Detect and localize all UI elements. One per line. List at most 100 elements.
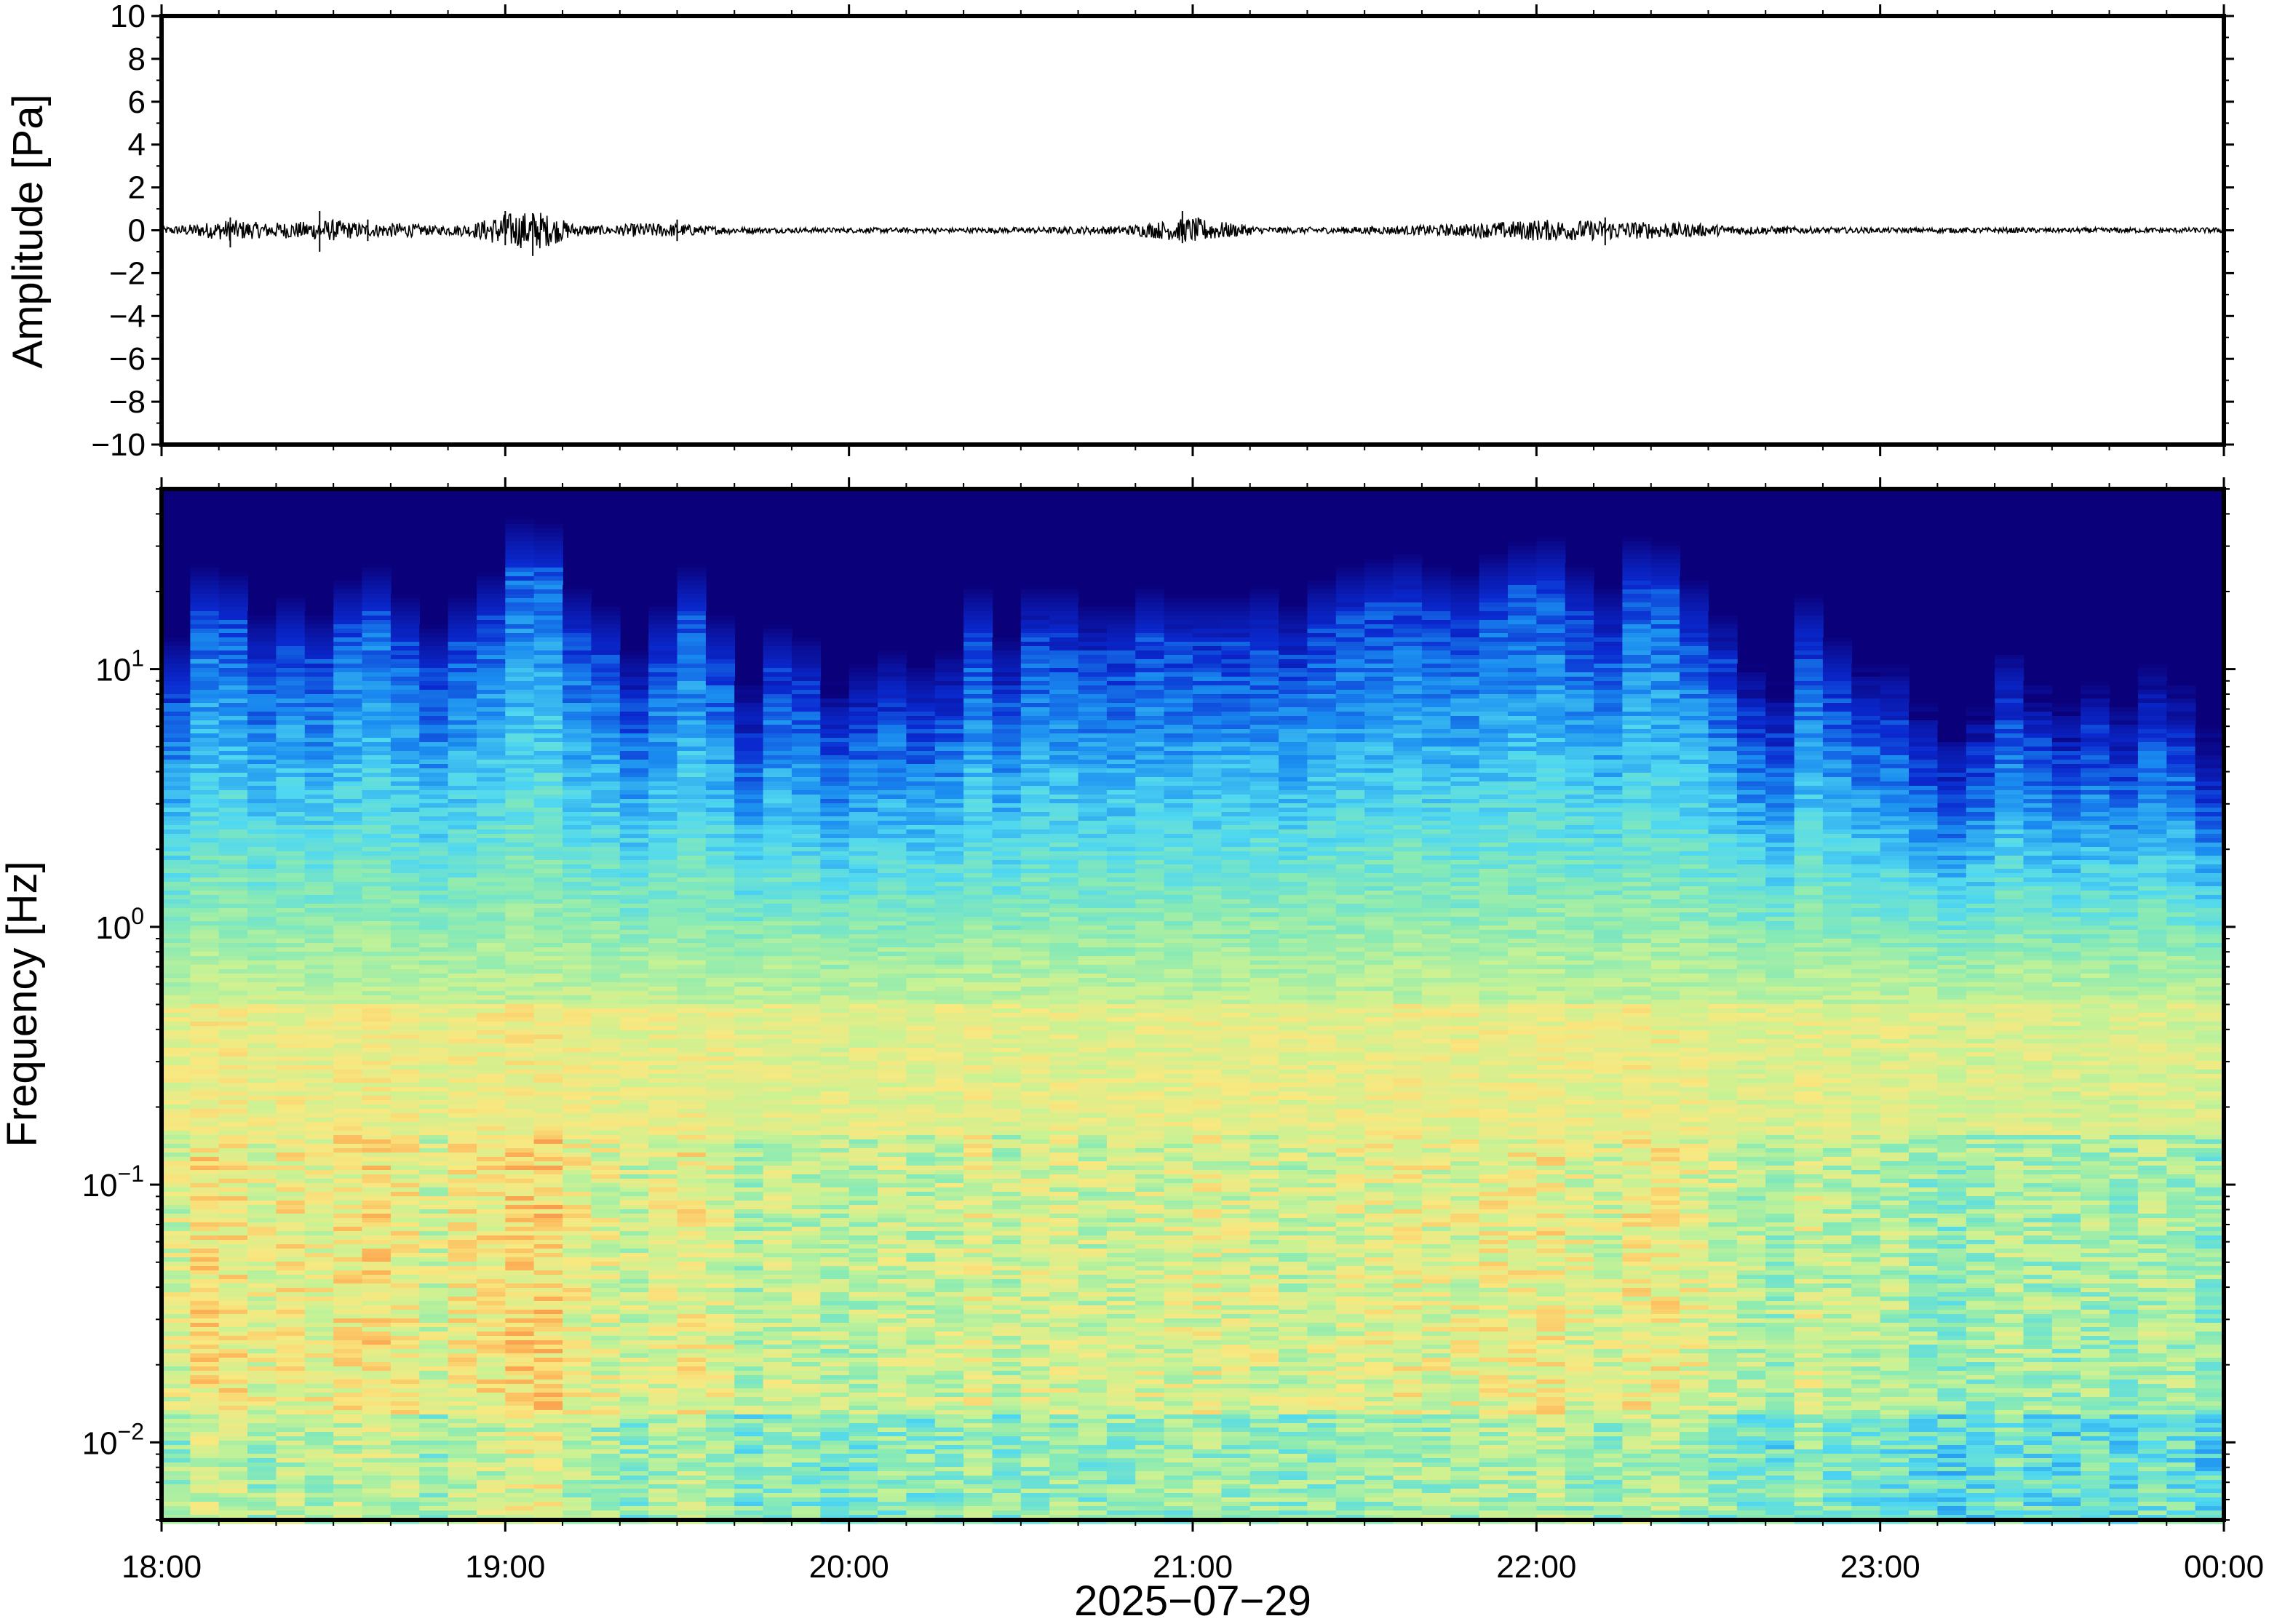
spectrogram-column-64 xyxy=(1995,650,2024,1524)
waveform-ytick-label: −6 xyxy=(109,341,146,377)
spectrogram-column-21 xyxy=(763,624,792,1524)
spectrogram-column-7 xyxy=(362,563,392,1524)
spectrogram-column-41 xyxy=(1335,563,1365,1524)
waveform-frame xyxy=(159,14,2226,447)
spectrogram-column-36 xyxy=(1193,594,1223,1524)
spectrogram-column-22 xyxy=(791,637,822,1524)
spectrogram-column-69 xyxy=(2137,664,2168,1524)
spectrogram-column-67 xyxy=(2081,681,2110,1524)
spectrogram-column-46 xyxy=(1479,550,1509,1524)
spectrogram-column-0 xyxy=(162,637,191,1524)
spectrogram-column-3 xyxy=(247,611,277,1524)
spectrogram-column-50 xyxy=(1594,585,1624,1524)
spectrogram-ytick-label: 100 xyxy=(95,903,144,946)
spectrogram-column-11 xyxy=(477,572,506,1524)
spectrogram-column-71 xyxy=(2195,725,2225,1524)
spectrogram-column-57 xyxy=(1794,594,1824,1524)
spectrogram-panel: 10−2 10−1 100 101 18:00 19:00 20:00 21:00 22:00 2… xyxy=(0,477,2264,1624)
spectrogram-column-52 xyxy=(1650,541,1680,1524)
waveform-ytick-label: 6 xyxy=(128,84,146,120)
spectrogram-ytick-label: 101 xyxy=(95,645,144,688)
spectrogram-column-30 xyxy=(1020,585,1050,1524)
spectrogram-y-axis-label: Frequency [Hz] xyxy=(0,861,46,1147)
spectrogram-column-13 xyxy=(533,520,563,1524)
spectrogram-column-60 xyxy=(1880,664,1910,1524)
waveform-y-axis-label: Amplitude [Pa] xyxy=(4,94,52,368)
spectrogram-column-61 xyxy=(1909,703,1939,1524)
time-tick-label-1: 19:00 xyxy=(465,1549,545,1585)
spectrogram-column-24 xyxy=(849,664,878,1524)
spectrogram-column-34 xyxy=(1135,585,1165,1524)
time-tick-label-2: 20:00 xyxy=(809,1549,889,1585)
spectrogram-column-54 xyxy=(1708,611,1738,1524)
spectrogram-column-6 xyxy=(333,576,363,1524)
spectrogram-column-68 xyxy=(2109,703,2139,1524)
spectrogram-column-20 xyxy=(734,681,764,1524)
spectrogram-column-45 xyxy=(1450,572,1480,1524)
spectrogram-column-1 xyxy=(190,563,220,1524)
spectrogram-column-28 xyxy=(963,585,993,1524)
time-axis-date-label: 2025−07−29 xyxy=(1074,1577,1311,1624)
spectrogram-column-15 xyxy=(591,602,621,1524)
spectrogram-column-19 xyxy=(705,611,736,1524)
spectrogram-column-65 xyxy=(2023,681,2053,1524)
spectrogram-column-53 xyxy=(1680,576,1709,1524)
spectrogram-image xyxy=(162,489,2225,1524)
spectrogram-column-43 xyxy=(1393,550,1423,1524)
spectrogram-column-8 xyxy=(390,594,421,1524)
spectrogram-column-5 xyxy=(304,611,334,1524)
spectrogram-column-37 xyxy=(1221,594,1251,1524)
waveform-ytick-label: −8 xyxy=(109,384,146,420)
spectrogram-column-58 xyxy=(1822,637,1853,1524)
spectrogram-ytick-label: 10−1 xyxy=(82,1161,144,1203)
spectrogram-column-56 xyxy=(1765,681,1795,1524)
time-tick-label-0: 18:00 xyxy=(122,1549,202,1585)
waveform-ytick-label: 0 xyxy=(128,213,146,249)
spectrogram-column-17 xyxy=(648,602,678,1524)
spectrogram-column-25 xyxy=(878,650,907,1524)
spectrogram-column-39 xyxy=(1279,602,1308,1524)
spectrogram-column-26 xyxy=(906,664,936,1524)
spectrogram-column-23 xyxy=(820,681,850,1524)
time-tick-label-6: 00:00 xyxy=(2184,1549,2264,1585)
spectrogram-column-12 xyxy=(505,515,535,1524)
spectrogram-column-33 xyxy=(1106,602,1137,1524)
spectrogram-column-51 xyxy=(1622,537,1652,1524)
waveform-ytick-label: −2 xyxy=(109,255,146,291)
spectrogram-column-2 xyxy=(218,572,248,1524)
spectrogram-column-70 xyxy=(2166,681,2196,1524)
spectrogram-column-27 xyxy=(934,650,964,1524)
spectrogram-column-32 xyxy=(1078,602,1108,1524)
spectrogram-column-10 xyxy=(448,594,477,1524)
time-tick-label-3: 21:00 xyxy=(1153,1549,1233,1585)
spectrogram-column-4 xyxy=(276,594,306,1524)
spectrogram-column-48 xyxy=(1536,537,1566,1524)
spectrogram-column-49 xyxy=(1565,563,1594,1524)
waveform-ytick-label: 8 xyxy=(128,41,146,77)
waveform-ytick-label: 4 xyxy=(128,127,146,163)
spectrogram-column-42 xyxy=(1364,559,1394,1524)
spectrogram-column-35 xyxy=(1164,594,1193,1524)
spectrogram-column-62 xyxy=(1937,725,1967,1524)
spectrogram-column-47 xyxy=(1508,541,1538,1524)
waveform-panel: 10 8 6 4 2 0 −2 −4 −6 −8 −10 Amplitude [Pa] xyxy=(4,0,2234,463)
waveform-spikes xyxy=(229,210,1606,256)
spectrogram-column-66 xyxy=(2051,703,2081,1524)
spectrogram-column-55 xyxy=(1736,664,1767,1524)
spectrogram-column-14 xyxy=(563,585,592,1524)
waveform-ytick-label: 10 xyxy=(110,0,146,34)
spectrogram-column-59 xyxy=(1851,664,1881,1524)
spectrogram-column-16 xyxy=(619,650,649,1524)
time-tick-label-4: 22:00 xyxy=(1496,1549,1576,1585)
waveform-ytick-label: −4 xyxy=(109,298,146,334)
spectrogram-column-29 xyxy=(992,637,1022,1524)
spectrogram-column-63 xyxy=(1966,703,1995,1524)
spectrogram-column-31 xyxy=(1049,585,1079,1524)
spectrogram-column-18 xyxy=(677,563,707,1524)
spectrogram-ytick-label: 10−2 xyxy=(82,1418,144,1461)
spectrogram-frame xyxy=(159,487,2226,1522)
spectrogram-column-38 xyxy=(1249,585,1279,1524)
spectrogram-column-9 xyxy=(419,624,449,1524)
spectrogram-column-40 xyxy=(1307,576,1337,1524)
